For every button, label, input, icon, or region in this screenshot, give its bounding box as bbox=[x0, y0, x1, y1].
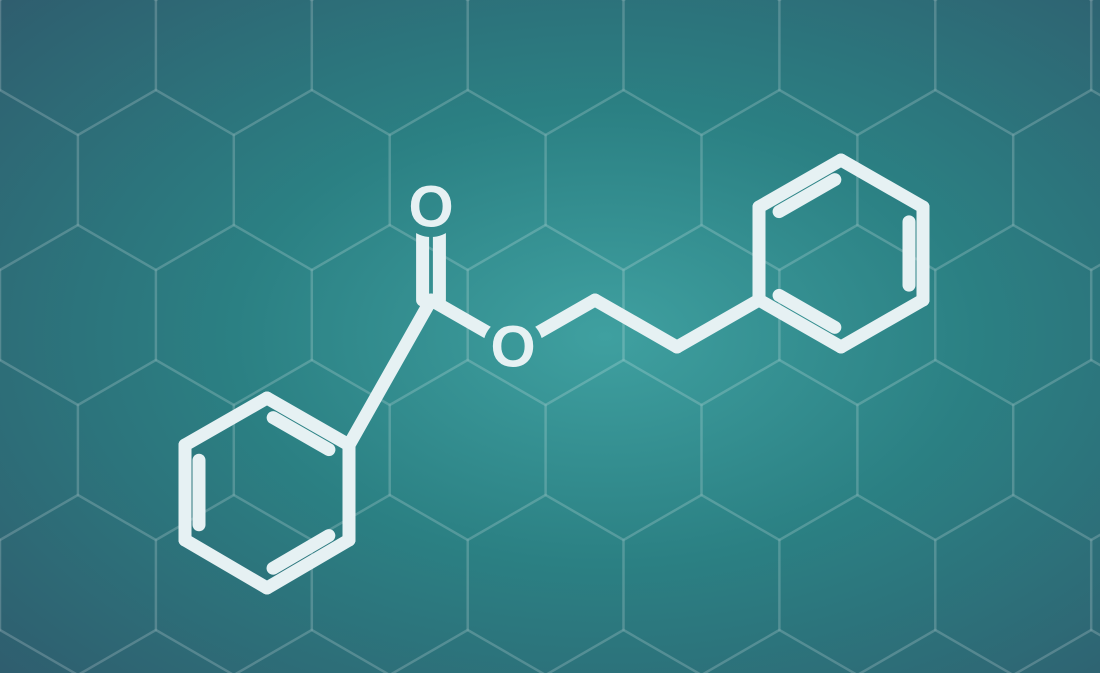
diagram-svg: OO bbox=[0, 0, 1100, 673]
atom-label-o: O bbox=[408, 175, 453, 240]
molecule-diagram: OO bbox=[0, 0, 1100, 673]
atom-label-o: O bbox=[490, 315, 535, 380]
